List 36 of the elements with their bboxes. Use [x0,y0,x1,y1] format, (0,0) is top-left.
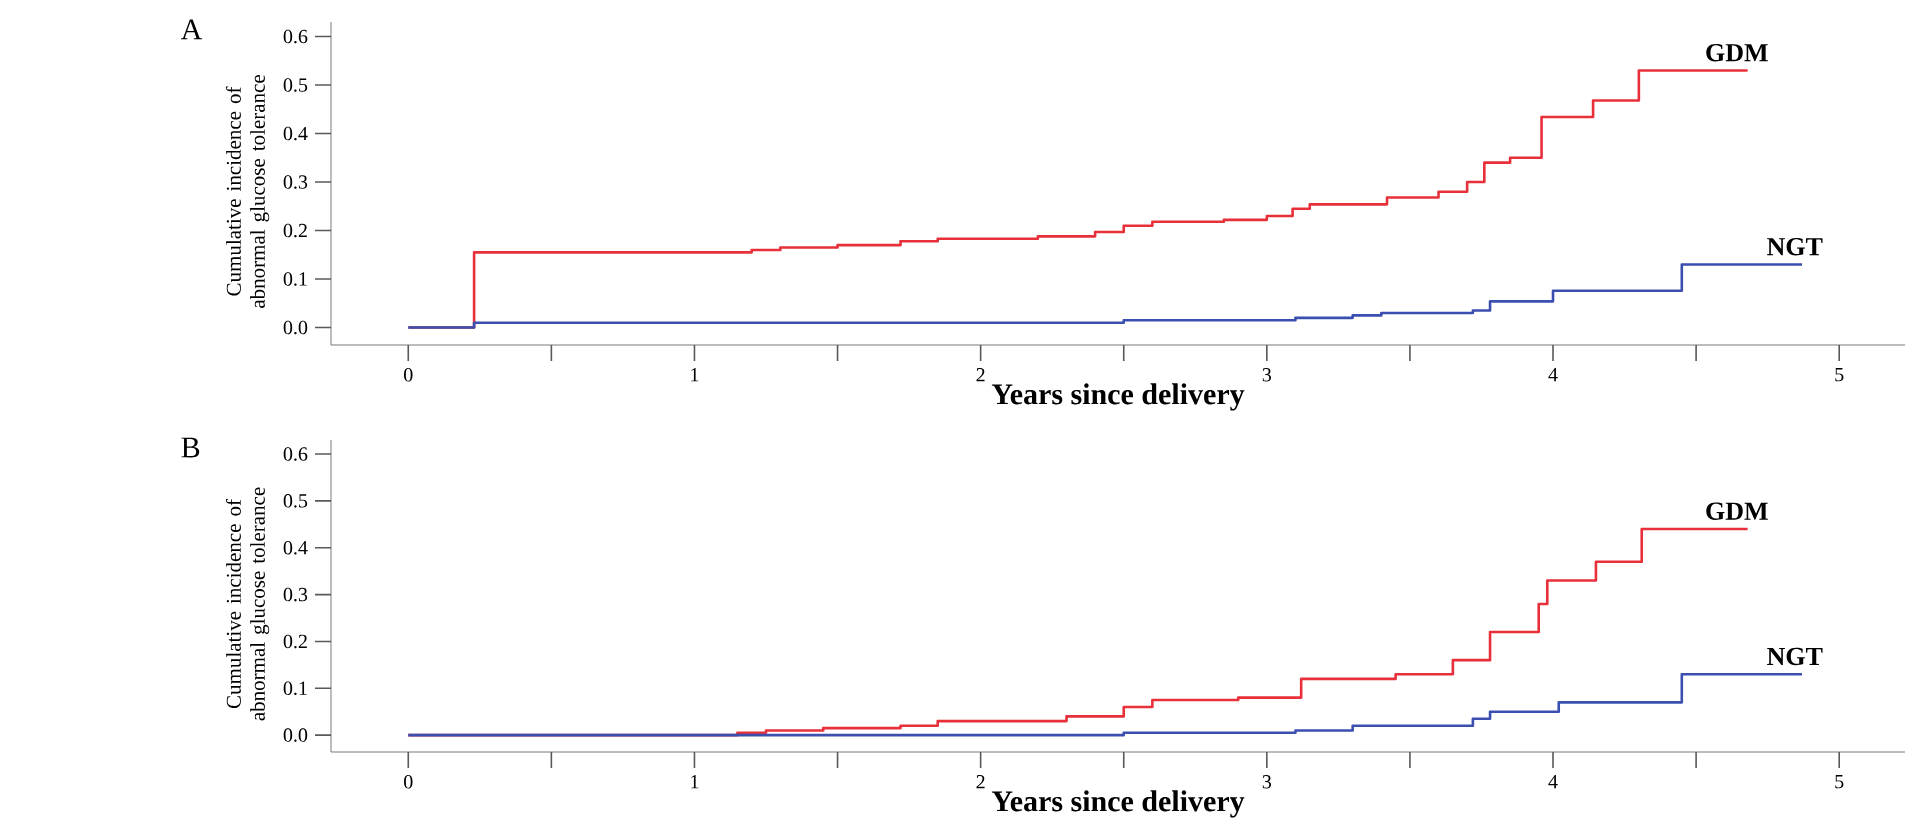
y-tick-label: 0.5 [283,78,308,92]
series-label: GDM [1706,502,1768,520]
series-label: GDM [1706,43,1768,62]
y-tick-label: 0.1 [283,681,307,696]
y-tick-label: 0.2 [283,223,307,238]
x-tick-label: 2 [976,775,985,789]
x-tick-label: 1 [691,775,699,789]
y-tick-label: 0.5 [283,494,308,508]
x-axis-title: Years since delivery [991,383,1245,411]
x-tick-label: 0 [404,368,413,382]
y-tick-label: 0.3 [283,587,308,602]
x-tick-label: 0 [404,775,413,789]
y-tick-label: 0.4 [283,126,308,141]
series-label: NGT [1767,647,1823,666]
y-tick-label: 0.6 [283,447,308,461]
x-tick-label: 2 [976,368,985,382]
y-tick-label: 0.0 [283,728,308,742]
x-tick-label: 3 [1262,775,1272,789]
y-tick-label: 0.4 [283,540,308,555]
y-tick-label: 0.3 [283,175,308,189]
x-tick-label: 1 [691,368,699,382]
y-tick-label: 0.6 [283,29,308,44]
y-tick-label: 0.2 [283,634,307,649]
y-tick-label: 0.0 [283,320,308,335]
x-axis-title: Years since delivery [991,790,1245,818]
y-axis-title: Cumulative incidence of abnormal glucose tolerance [225,487,270,721]
x-tick-label: 5 [1835,775,1844,789]
chart-title: B [181,437,200,458]
series-label: NGT [1767,237,1823,256]
y-tick-label: 0.1 [283,272,307,286]
x-tick-label: 5 [1835,368,1844,382]
x-tick-label: 4 [1548,775,1558,789]
chart-title: A [180,19,203,40]
x-tick-label: 3 [1262,368,1272,382]
y-axis-title: Cumulative incidence of abnormal glucose tolerance [225,75,270,308]
x-tick-label: 4 [1548,368,1558,382]
